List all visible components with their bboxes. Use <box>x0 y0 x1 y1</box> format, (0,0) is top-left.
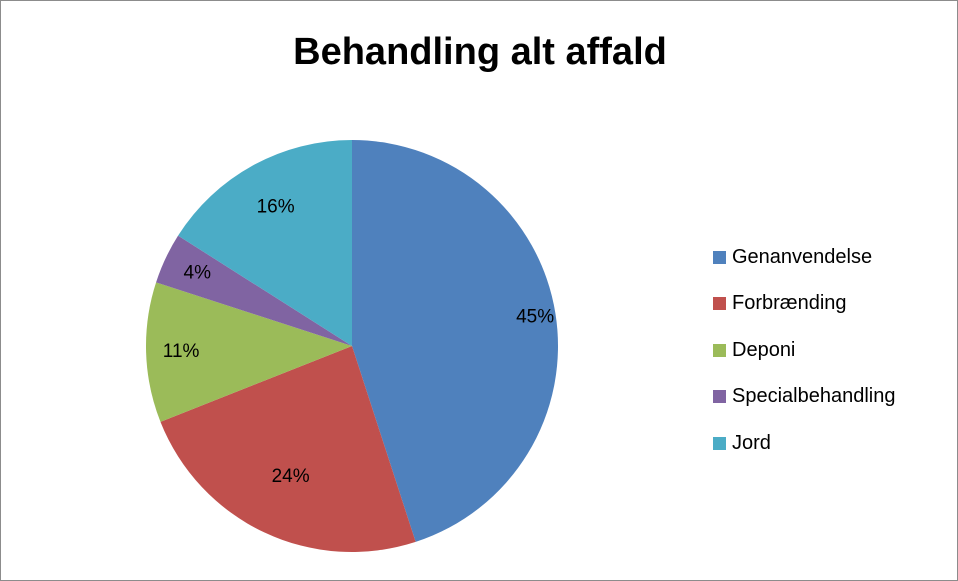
legend-item-specialbehandling: Specialbehandling <box>713 381 953 413</box>
legend: Genanvendelse Forbrænding Deponi Special… <box>713 241 953 474</box>
chart-title: Behandling alt affald <box>293 31 667 73</box>
pie-slice-deponi <box>146 282 352 422</box>
legend-item-jord: Jord <box>713 427 953 459</box>
data-label-forbraending: 24% <box>272 466 310 487</box>
legend-item-deponi: Deponi <box>713 334 953 366</box>
legend-swatch <box>713 250 726 264</box>
legend-label: Genanvendelse <box>732 245 873 268</box>
data-label-specialbehandling: 4% <box>184 263 212 284</box>
legend-swatch <box>713 436 726 450</box>
data-label-jord: 16% <box>257 197 295 218</box>
legend-label: Specialbehandling <box>732 385 896 407</box>
data-label-genanvendelse: 45% <box>516 306 554 327</box>
legend-label: Forbrænding <box>732 292 847 314</box>
legend-item-forbraending: Forbrænding <box>713 288 953 320</box>
legend-item-genanvendelse: Genanvendelse <box>713 241 953 273</box>
legend-label: Jord <box>732 431 771 454</box>
pie-slice-genanvendelse <box>352 140 559 542</box>
pie-slice-jord <box>178 140 352 346</box>
pie-slice-forbraending <box>160 346 416 552</box>
legend-swatch <box>713 297 726 310</box>
pie-slices <box>146 140 559 552</box>
legend-swatch <box>713 390 726 403</box>
legend-label: Deponi <box>732 338 796 361</box>
pie-data-labels: 45% 24% 11% 4% 16% <box>163 197 554 487</box>
legend-swatch <box>713 343 726 357</box>
pie-slice-specialbehandling <box>156 235 352 346</box>
data-label-deponi: 11% <box>163 341 200 362</box>
